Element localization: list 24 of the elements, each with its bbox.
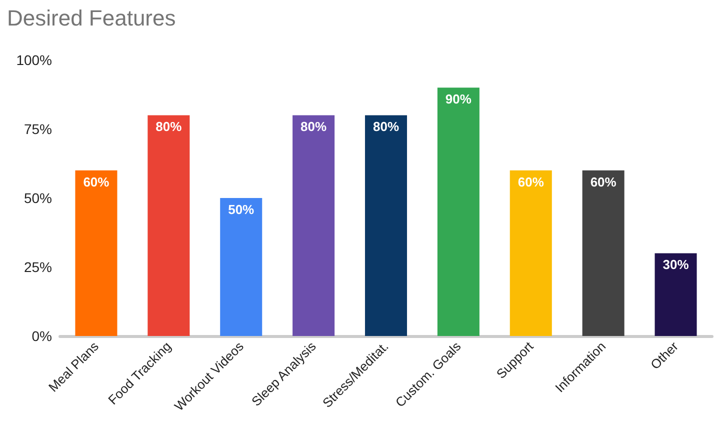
bar	[220, 198, 262, 336]
y-tick-label: 50%	[24, 190, 52, 206]
bar	[292, 115, 335, 336]
data-label: 60%	[83, 174, 110, 190]
y-tick-label: 25%	[24, 259, 52, 275]
data-label: 80%	[300, 119, 327, 134]
bar	[510, 170, 552, 336]
data-label: 90%	[445, 92, 472, 107]
data-label: 30%	[662, 257, 690, 272]
y-tick-label: 75%	[24, 121, 52, 137]
bar	[437, 88, 480, 336]
y-tick-label: 100%	[16, 52, 52, 68]
data-label: 60%	[518, 174, 544, 190]
bar	[654, 253, 697, 336]
data-label: 80%	[372, 119, 400, 134]
bar	[75, 170, 118, 336]
bar	[148, 115, 190, 336]
bar	[364, 115, 408, 336]
data-label: 50%	[228, 202, 255, 217]
data-label: 60%	[590, 174, 617, 190]
bar	[582, 170, 624, 336]
data-label: 80%	[156, 119, 182, 134]
y-tick-label: 0%	[32, 328, 52, 344]
chart-title: Desired Features	[7, 6, 176, 30]
